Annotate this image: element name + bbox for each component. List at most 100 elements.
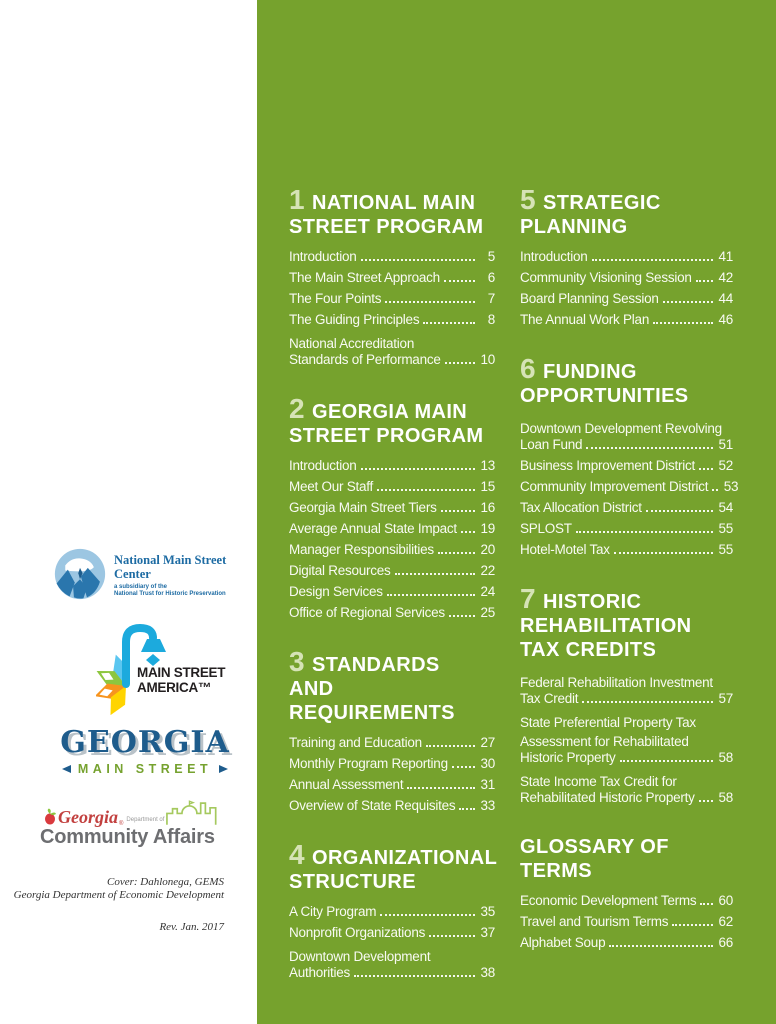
toc-page-number: 19 bbox=[480, 521, 495, 536]
toc-item-label: Monthly Program Reporting bbox=[289, 756, 448, 771]
dot-leader bbox=[377, 489, 475, 491]
main-street-america-mark-icon bbox=[96, 623, 166, 715]
toc-item-row: Economic Development Terms 60 bbox=[520, 893, 733, 914]
toc-item-label: Introduction bbox=[289, 458, 357, 473]
nmsc-logo-tagline: a subsidiary of the National Trust for H… bbox=[114, 584, 246, 598]
toc-item: Economic Development Terms 60 bbox=[520, 893, 733, 914]
toc-page-number: 22 bbox=[480, 563, 495, 578]
dot-leader bbox=[360, 468, 475, 470]
dot-leader bbox=[459, 808, 475, 810]
toc-item-row: The Main Street Approach 6 bbox=[289, 270, 495, 291]
toc-page-number: 30 bbox=[480, 756, 495, 771]
toc-item-row: Average Annual State Impact 19 bbox=[289, 521, 495, 542]
toc-item-row: Office of Regional Services 25 bbox=[289, 605, 495, 626]
toc-item-row: Meet Our Staff 15 bbox=[289, 479, 495, 500]
toc-item-line: National Accreditation bbox=[289, 336, 415, 351]
section-number: 3 bbox=[289, 646, 305, 677]
dot-leader bbox=[582, 701, 713, 703]
dot-leader bbox=[444, 362, 475, 364]
toc-item-label: Rehabilitated Historic Property bbox=[520, 790, 695, 805]
toc-item-row: Introduction 5 bbox=[289, 249, 495, 270]
toc-page-number: 54 bbox=[718, 500, 733, 515]
toc-page-number: 25 bbox=[480, 605, 495, 620]
toc-page-number: 7 bbox=[487, 291, 496, 306]
main-street-america-logo: MAIN STREET AMERICA™ bbox=[96, 620, 244, 715]
toc-item: Average Annual State Impact 19 bbox=[289, 521, 495, 542]
dot-leader bbox=[423, 322, 475, 324]
toc-item: Meet Our Staff 15 bbox=[289, 479, 495, 500]
nmsc-name-line2: Center bbox=[114, 567, 151, 581]
dot-leader bbox=[609, 945, 713, 947]
dca-georgia-wordmark: Georgia bbox=[58, 807, 118, 827]
toc-item-row: A City Program 35 bbox=[289, 904, 495, 925]
toc-item-row: The Annual Work Plan 46 bbox=[520, 312, 733, 333]
section-number: 4 bbox=[289, 839, 305, 870]
section-heading: GLOSSARY OF TERMS bbox=[520, 835, 733, 883]
section-number: 6 bbox=[520, 353, 536, 384]
toc-column-2: 5 STRATEGIC PLANNING Introduction 41 Communi… bbox=[520, 186, 739, 980]
toc-item-row: Loan Fund 51 bbox=[520, 437, 733, 458]
msa-logo-text: MAIN STREET AMERICA™ bbox=[137, 665, 226, 695]
toc-item-row: Standards of Performance 10 bbox=[289, 352, 495, 373]
toc-page-number: 42 bbox=[718, 270, 733, 285]
toc-page-number: 55 bbox=[718, 521, 733, 536]
toc-page-number: 38 bbox=[480, 965, 495, 980]
dot-leader bbox=[672, 924, 713, 926]
dot-leader bbox=[437, 552, 475, 554]
toc-item-line: Federal Rehabilitation Investment bbox=[520, 675, 713, 690]
gms-subtitle: MAIN STREET bbox=[52, 762, 238, 776]
peach-icon bbox=[45, 808, 56, 825]
toc-item-label: Alphabet Soup bbox=[520, 935, 606, 950]
toc-item: Training and Education 27 bbox=[289, 735, 495, 756]
toc-item-label: Loan Fund bbox=[520, 437, 583, 452]
dot-leader bbox=[613, 552, 713, 554]
section-title: GEORGIA MAIN STREET PROGRAM bbox=[289, 401, 484, 447]
toc-item: Alphabet Soup 66 bbox=[520, 935, 733, 956]
toc-page-number: 5 bbox=[487, 249, 496, 264]
dot-leader bbox=[591, 259, 713, 261]
toc-item-label: The Four Points bbox=[289, 291, 382, 306]
toc-item-row: Alphabet Soup 66 bbox=[520, 935, 733, 956]
dca-community-affairs-wordmark: Community Affairs bbox=[40, 826, 215, 848]
toc-item-row: The Four Points 7 bbox=[289, 291, 495, 312]
toc-item-row: Overview of State Requisites 33 bbox=[289, 798, 495, 819]
section-number: 7 bbox=[520, 583, 536, 614]
dot-leader bbox=[443, 280, 475, 282]
toc-item: State Income Tax Credit for Rehabilitated… bbox=[520, 771, 733, 811]
section-heading: 6 FUNDING OPPORTUNITIES bbox=[520, 355, 733, 408]
toc-item-row: Authorities 38 bbox=[289, 965, 495, 986]
gms-main-street-label: MAIN STREET bbox=[77, 762, 213, 776]
dot-leader bbox=[695, 280, 713, 282]
section-number: 2 bbox=[289, 393, 305, 424]
toc-item: Federal Rehabilitation Investment Tax Cre… bbox=[520, 672, 733, 712]
toc-item: A City Program 35 bbox=[289, 904, 495, 925]
toc-item-line: State Preferential Property Tax bbox=[520, 715, 696, 730]
dot-leader bbox=[354, 975, 475, 977]
toc-item-label: Nonprofit Organizations bbox=[289, 925, 426, 940]
section-heading: 7 HISTORIC REHABILITATION TAX CREDITS bbox=[520, 585, 733, 662]
toc-item-row: Annual Assessment 31 bbox=[289, 777, 495, 798]
toc-item-label: The Main Street Approach bbox=[289, 270, 440, 285]
toc-item: SPLOST 55 bbox=[520, 521, 733, 542]
toc-item-row: The Guiding Principles 8 bbox=[289, 312, 495, 333]
toc-page-number: 46 bbox=[718, 312, 733, 327]
toc-item: Design Services 24 bbox=[289, 584, 495, 605]
left-panel: National Main Street Center a subsidiary… bbox=[0, 0, 257, 1024]
dot-leader bbox=[385, 301, 475, 303]
toc-page-number: 41 bbox=[718, 249, 733, 264]
toc-section-3: 3 STANDARDS AND REQUIREMENTS Training and … bbox=[289, 648, 495, 819]
toc-page-number: 24 bbox=[480, 584, 495, 599]
toc-item-label: The Annual Work Plan bbox=[520, 312, 650, 327]
toc-page-number: 62 bbox=[718, 914, 733, 929]
toc-item-row: Historic Property 58 bbox=[520, 750, 733, 771]
toc-item-label: Design Services bbox=[289, 584, 383, 599]
nmsc-tagline-line1: a subsidiary of the bbox=[114, 584, 168, 590]
toc-page-number: 13 bbox=[480, 458, 495, 473]
registered-mark: ® bbox=[119, 821, 124, 827]
dot-leader bbox=[712, 489, 719, 491]
toc-page-number: 58 bbox=[718, 790, 733, 805]
toc-page-number: 55 bbox=[718, 542, 733, 557]
toc-item-label: Standards of Performance bbox=[289, 352, 441, 367]
toc-item: Business Improvement District 52 bbox=[520, 458, 733, 479]
